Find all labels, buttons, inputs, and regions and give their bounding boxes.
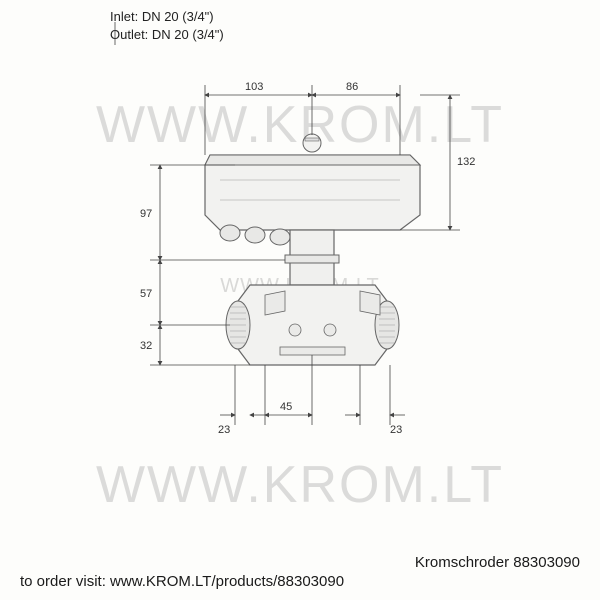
order-url: www.KROM.LT/products/88303090 — [110, 573, 344, 590]
outlet-label: Outlet: — [110, 27, 148, 42]
inlet-value: DN 20 (3/4") — [142, 9, 214, 24]
order-prefix: to order visit: — [20, 573, 106, 590]
dim-left-h1: 97 — [140, 208, 152, 220]
footer-order-line: to order visit: www.KROM.LT/products/883… — [0, 573, 600, 590]
inlet-label: Inlet: — [110, 9, 138, 24]
brand-name: Kromschroder — [415, 554, 509, 571]
dim-top-w2: 86 — [346, 81, 358, 93]
part-number: 88303090 — [513, 554, 580, 571]
footer: Kromschroder 88303090 to order visit: ww… — [0, 554, 600, 590]
footer-brand-line: Kromschroder 88303090 — [0, 554, 600, 571]
outlet-value: DN 20 (3/4") — [152, 27, 224, 42]
dim-bot-w2: 45 — [280, 401, 292, 413]
technical-drawing: 97 57 32 103 86 132 — [90, 55, 510, 535]
valve-body — [226, 285, 399, 365]
dim-bot-w3: 23 — [390, 424, 402, 436]
dim-top-group — [205, 85, 400, 155]
actuator-body — [205, 134, 420, 245]
inlet-line: Inlet: DN 20 (3/4") — [110, 8, 224, 26]
spec-box: Inlet: DN 20 (3/4") Outlet: DN 20 (3/4") — [110, 8, 224, 44]
dim-left-h3: 32 — [140, 340, 152, 352]
dim-bot-w1: 23 — [218, 424, 230, 436]
dim-right-h: 132 — [457, 156, 475, 168]
dim-top-w1: 103 — [245, 81, 263, 93]
dim-left-h2: 57 — [140, 288, 152, 300]
outlet-line: Outlet: DN 20 (3/4") — [110, 26, 224, 44]
flange-ring — [285, 255, 339, 263]
